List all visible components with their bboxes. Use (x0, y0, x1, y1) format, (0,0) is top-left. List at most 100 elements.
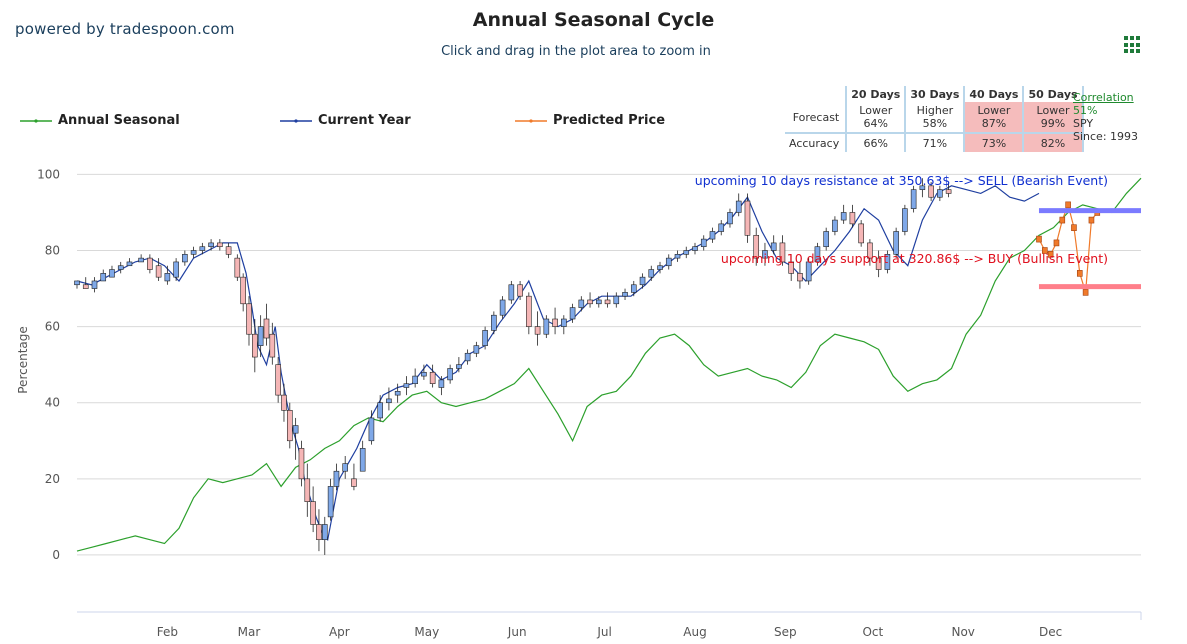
candle-body (421, 371, 427, 377)
candle-body (762, 250, 768, 259)
x-tick-label: Mar (238, 625, 261, 639)
candle-body (744, 200, 751, 236)
candle-body (534, 326, 541, 335)
candle-body (447, 368, 453, 381)
col-header-40-days: 40 Days (964, 86, 1025, 102)
candle-body (412, 375, 418, 384)
candle-body (74, 280, 80, 286)
predicted-candle (1065, 201, 1071, 209)
forecast-cell-50: Lower 99% (1023, 102, 1084, 134)
legend-item-current-year[interactable]: Current Year (280, 113, 411, 128)
candle-body (316, 524, 322, 541)
candle-body (292, 425, 299, 434)
candle-body (217, 242, 223, 248)
candle-body (438, 379, 445, 388)
candle-body (508, 284, 515, 301)
forecast-cell-20: Lower 64% (846, 102, 907, 134)
candle-body (321, 524, 328, 541)
candle-body (155, 265, 162, 278)
candle-body (858, 223, 864, 244)
predicted-candle (1047, 251, 1054, 258)
candle-body (173, 261, 179, 278)
candle-body (190, 250, 197, 255)
candle-body (275, 364, 281, 396)
candle-body (919, 185, 926, 190)
candle-body (286, 410, 293, 442)
candle-body (727, 212, 733, 225)
menu-grid-icon[interactable] (1124, 36, 1142, 54)
x-tick-label: Feb (157, 625, 178, 639)
candle-body (788, 261, 794, 274)
powered-by-link[interactable]: powered by tradespoon.com (15, 20, 235, 38)
candle-body (263, 318, 270, 339)
predicted-candle (1059, 216, 1066, 224)
candle-body (298, 448, 305, 480)
candle-body (543, 318, 550, 335)
candle-body (884, 254, 891, 270)
candle-body (805, 261, 812, 282)
candle-body (234, 257, 241, 278)
accuracy-cell-40: 73% (964, 133, 1025, 152)
candle-body (674, 254, 681, 259)
resistance-label: upcoming 10 days resistance at 350.63$ -… (695, 173, 1108, 188)
x-tick-label: Jul (596, 625, 611, 639)
legend-item-annual-seasonal[interactable]: Annual Seasonal (20, 113, 180, 128)
candle-body (657, 265, 663, 270)
candle-body (126, 261, 133, 267)
candle-body (753, 234, 760, 259)
candle-body (867, 242, 873, 259)
candle-body (281, 394, 287, 411)
legend-line-green-icon (20, 118, 52, 123)
candle-body (770, 242, 777, 251)
candle-body (893, 231, 899, 255)
candle-body (403, 383, 410, 388)
x-tick-label: Oct (862, 625, 883, 639)
candle-body (147, 257, 153, 270)
candle-body (587, 299, 593, 305)
chart-subtitle: Click and drag in the plot area to zoom … (441, 44, 711, 59)
predicted-candle (1071, 224, 1077, 231)
candle-body (630, 284, 637, 293)
candle-body (683, 250, 690, 255)
x-tick-label: Aug (683, 625, 706, 639)
candle-body (482, 330, 488, 346)
candle-body (199, 246, 206, 251)
candle-body (182, 254, 188, 263)
candle-body (779, 242, 786, 263)
candle-body (665, 257, 672, 267)
candle-body (351, 478, 357, 487)
candle-body (394, 391, 401, 396)
candle-body (578, 299, 585, 308)
candle-body (718, 223, 725, 232)
y-tick-label: 20 (45, 472, 60, 486)
candle-body (386, 398, 392, 404)
x-tick-label: Sep (774, 625, 797, 639)
accuracy-cell-20: 66% (846, 133, 907, 152)
forecast-cell-30: Higher 58% (905, 102, 966, 134)
legend-item-predicted-price[interactable]: Predicted Price (515, 113, 665, 128)
candle-body (208, 242, 214, 248)
candle-body (117, 265, 124, 270)
candle-body (164, 273, 171, 282)
candle-body (269, 333, 276, 358)
candle-body (700, 238, 707, 248)
col-header-50-days: 50 Days (1023, 86, 1084, 102)
predicted-candle (1076, 270, 1083, 277)
candle-body (709, 231, 716, 240)
candle-body (464, 352, 471, 362)
legend-label: Annual Seasonal (58, 113, 180, 128)
candle-body (832, 219, 838, 232)
candle-body (225, 246, 232, 255)
correlation-link[interactable]: Correlation (1073, 91, 1134, 104)
candle-body (109, 269, 115, 278)
candle-body (910, 189, 917, 209)
candle-body (622, 292, 628, 297)
candle-body (552, 318, 558, 327)
series-line (76, 177, 1142, 552)
candle-body (138, 257, 144, 263)
candle-body (252, 333, 258, 358)
candle-body (91, 280, 98, 289)
legend-label: Predicted Price (553, 113, 666, 128)
candle-body (456, 364, 462, 369)
